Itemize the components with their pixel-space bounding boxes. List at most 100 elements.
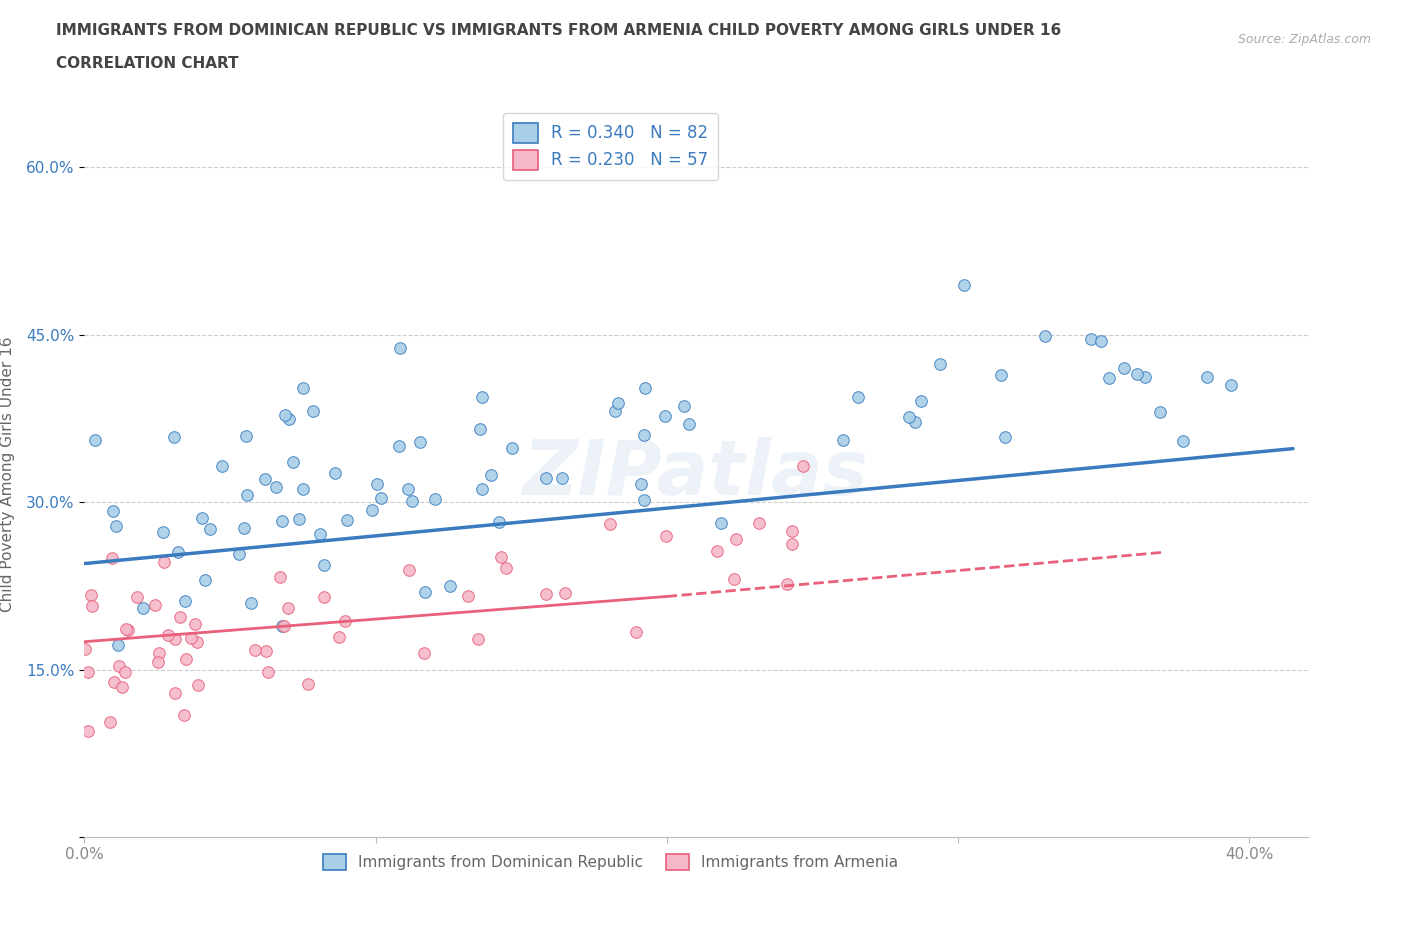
Point <box>80 599 103 614</box>
Point <box>655 528 678 543</box>
Point <box>291 482 314 497</box>
Point <box>479 468 502 483</box>
Point <box>146 654 169 669</box>
Point <box>314 590 336 604</box>
Point <box>413 645 436 660</box>
Point <box>104 519 127 534</box>
Point <box>98 714 121 729</box>
Point <box>633 492 655 507</box>
Point <box>782 524 804 538</box>
Point <box>110 680 132 695</box>
Point <box>163 430 186 445</box>
Point <box>534 587 557 602</box>
Point <box>388 438 411 453</box>
Point <box>152 554 174 569</box>
Point <box>831 432 853 447</box>
Point <box>439 578 461 593</box>
Point <box>270 618 292 633</box>
Point <box>277 412 299 427</box>
Point <box>323 466 346 481</box>
Point <box>186 635 208 650</box>
Point <box>336 512 359 527</box>
Point <box>1114 361 1136 376</box>
Point <box>1220 378 1243 392</box>
Point <box>271 513 294 528</box>
Point <box>152 525 174 540</box>
Point <box>114 665 136 680</box>
Point <box>297 676 319 691</box>
Point <box>194 573 217 588</box>
Point <box>396 482 419 497</box>
Point <box>654 408 676 423</box>
Point <box>1149 405 1171 419</box>
Point <box>190 511 212 525</box>
Point <box>233 521 256 536</box>
Point <box>723 572 745 587</box>
Point <box>187 678 209 693</box>
Point <box>107 638 129 653</box>
Point <box>398 563 420 578</box>
Point <box>80 588 103 603</box>
Point <box>148 646 170 661</box>
Point <box>550 471 572 485</box>
Point <box>534 471 557 485</box>
Point <box>174 593 197 608</box>
Point <box>84 433 107 448</box>
Point <box>413 585 436 600</box>
Point <box>1125 366 1147 381</box>
Point <box>488 514 510 529</box>
Point <box>256 665 278 680</box>
Point <box>228 546 250 561</box>
Point <box>163 685 186 700</box>
Point <box>425 491 447 506</box>
Point <box>470 482 492 497</box>
Point <box>366 477 388 492</box>
Point <box>554 585 576 600</box>
Point <box>143 598 166 613</box>
Point <box>389 341 412 356</box>
Point <box>253 472 276 486</box>
Point <box>706 544 728 559</box>
Point <box>599 517 621 532</box>
Point <box>848 390 870 405</box>
Point <box>626 624 648 639</box>
Text: CORRELATION CHART: CORRELATION CHART <box>56 56 239 71</box>
Point <box>630 477 652 492</box>
Point <box>1090 333 1112 348</box>
Point <box>470 422 492 437</box>
Point <box>467 631 489 646</box>
Point <box>75 641 97 656</box>
Point <box>710 515 733 530</box>
Point <box>1195 369 1218 384</box>
Point <box>174 652 197 667</box>
Point <box>103 674 125 689</box>
Point <box>157 628 180 643</box>
Point <box>606 395 628 410</box>
Point <box>277 601 299 616</box>
Text: IMMIGRANTS FROM DOMINICAN REPUBLIC VS IMMIGRANTS FROM ARMENIA CHILD POVERTY AMON: IMMIGRANTS FROM DOMINICAN REPUBLIC VS IM… <box>56 23 1062 38</box>
Point <box>792 458 814 473</box>
Text: Source: ZipAtlas.com: Source: ZipAtlas.com <box>1237 33 1371 46</box>
Point <box>1080 331 1102 346</box>
Point <box>108 658 131 673</box>
Point <box>603 404 626 418</box>
Point <box>254 644 277 658</box>
Point <box>409 435 432 450</box>
Point <box>360 503 382 518</box>
Text: ZIPatlas: ZIPatlas <box>523 437 869 512</box>
Point <box>166 544 188 559</box>
Point <box>308 526 330 541</box>
Point <box>211 458 233 473</box>
Legend: Immigrants from Dominican Republic, Immigrants from Armenia: Immigrants from Dominican Republic, Immi… <box>316 848 904 876</box>
Point <box>1033 329 1056 344</box>
Point <box>1173 433 1195 448</box>
Point <box>239 595 262 610</box>
Point <box>292 380 315 395</box>
Point <box>101 503 124 518</box>
Point <box>748 515 770 530</box>
Point <box>281 455 304 470</box>
Point <box>904 415 927 430</box>
Point <box>264 479 287 494</box>
Point <box>928 356 950 371</box>
Point <box>1098 370 1121 385</box>
